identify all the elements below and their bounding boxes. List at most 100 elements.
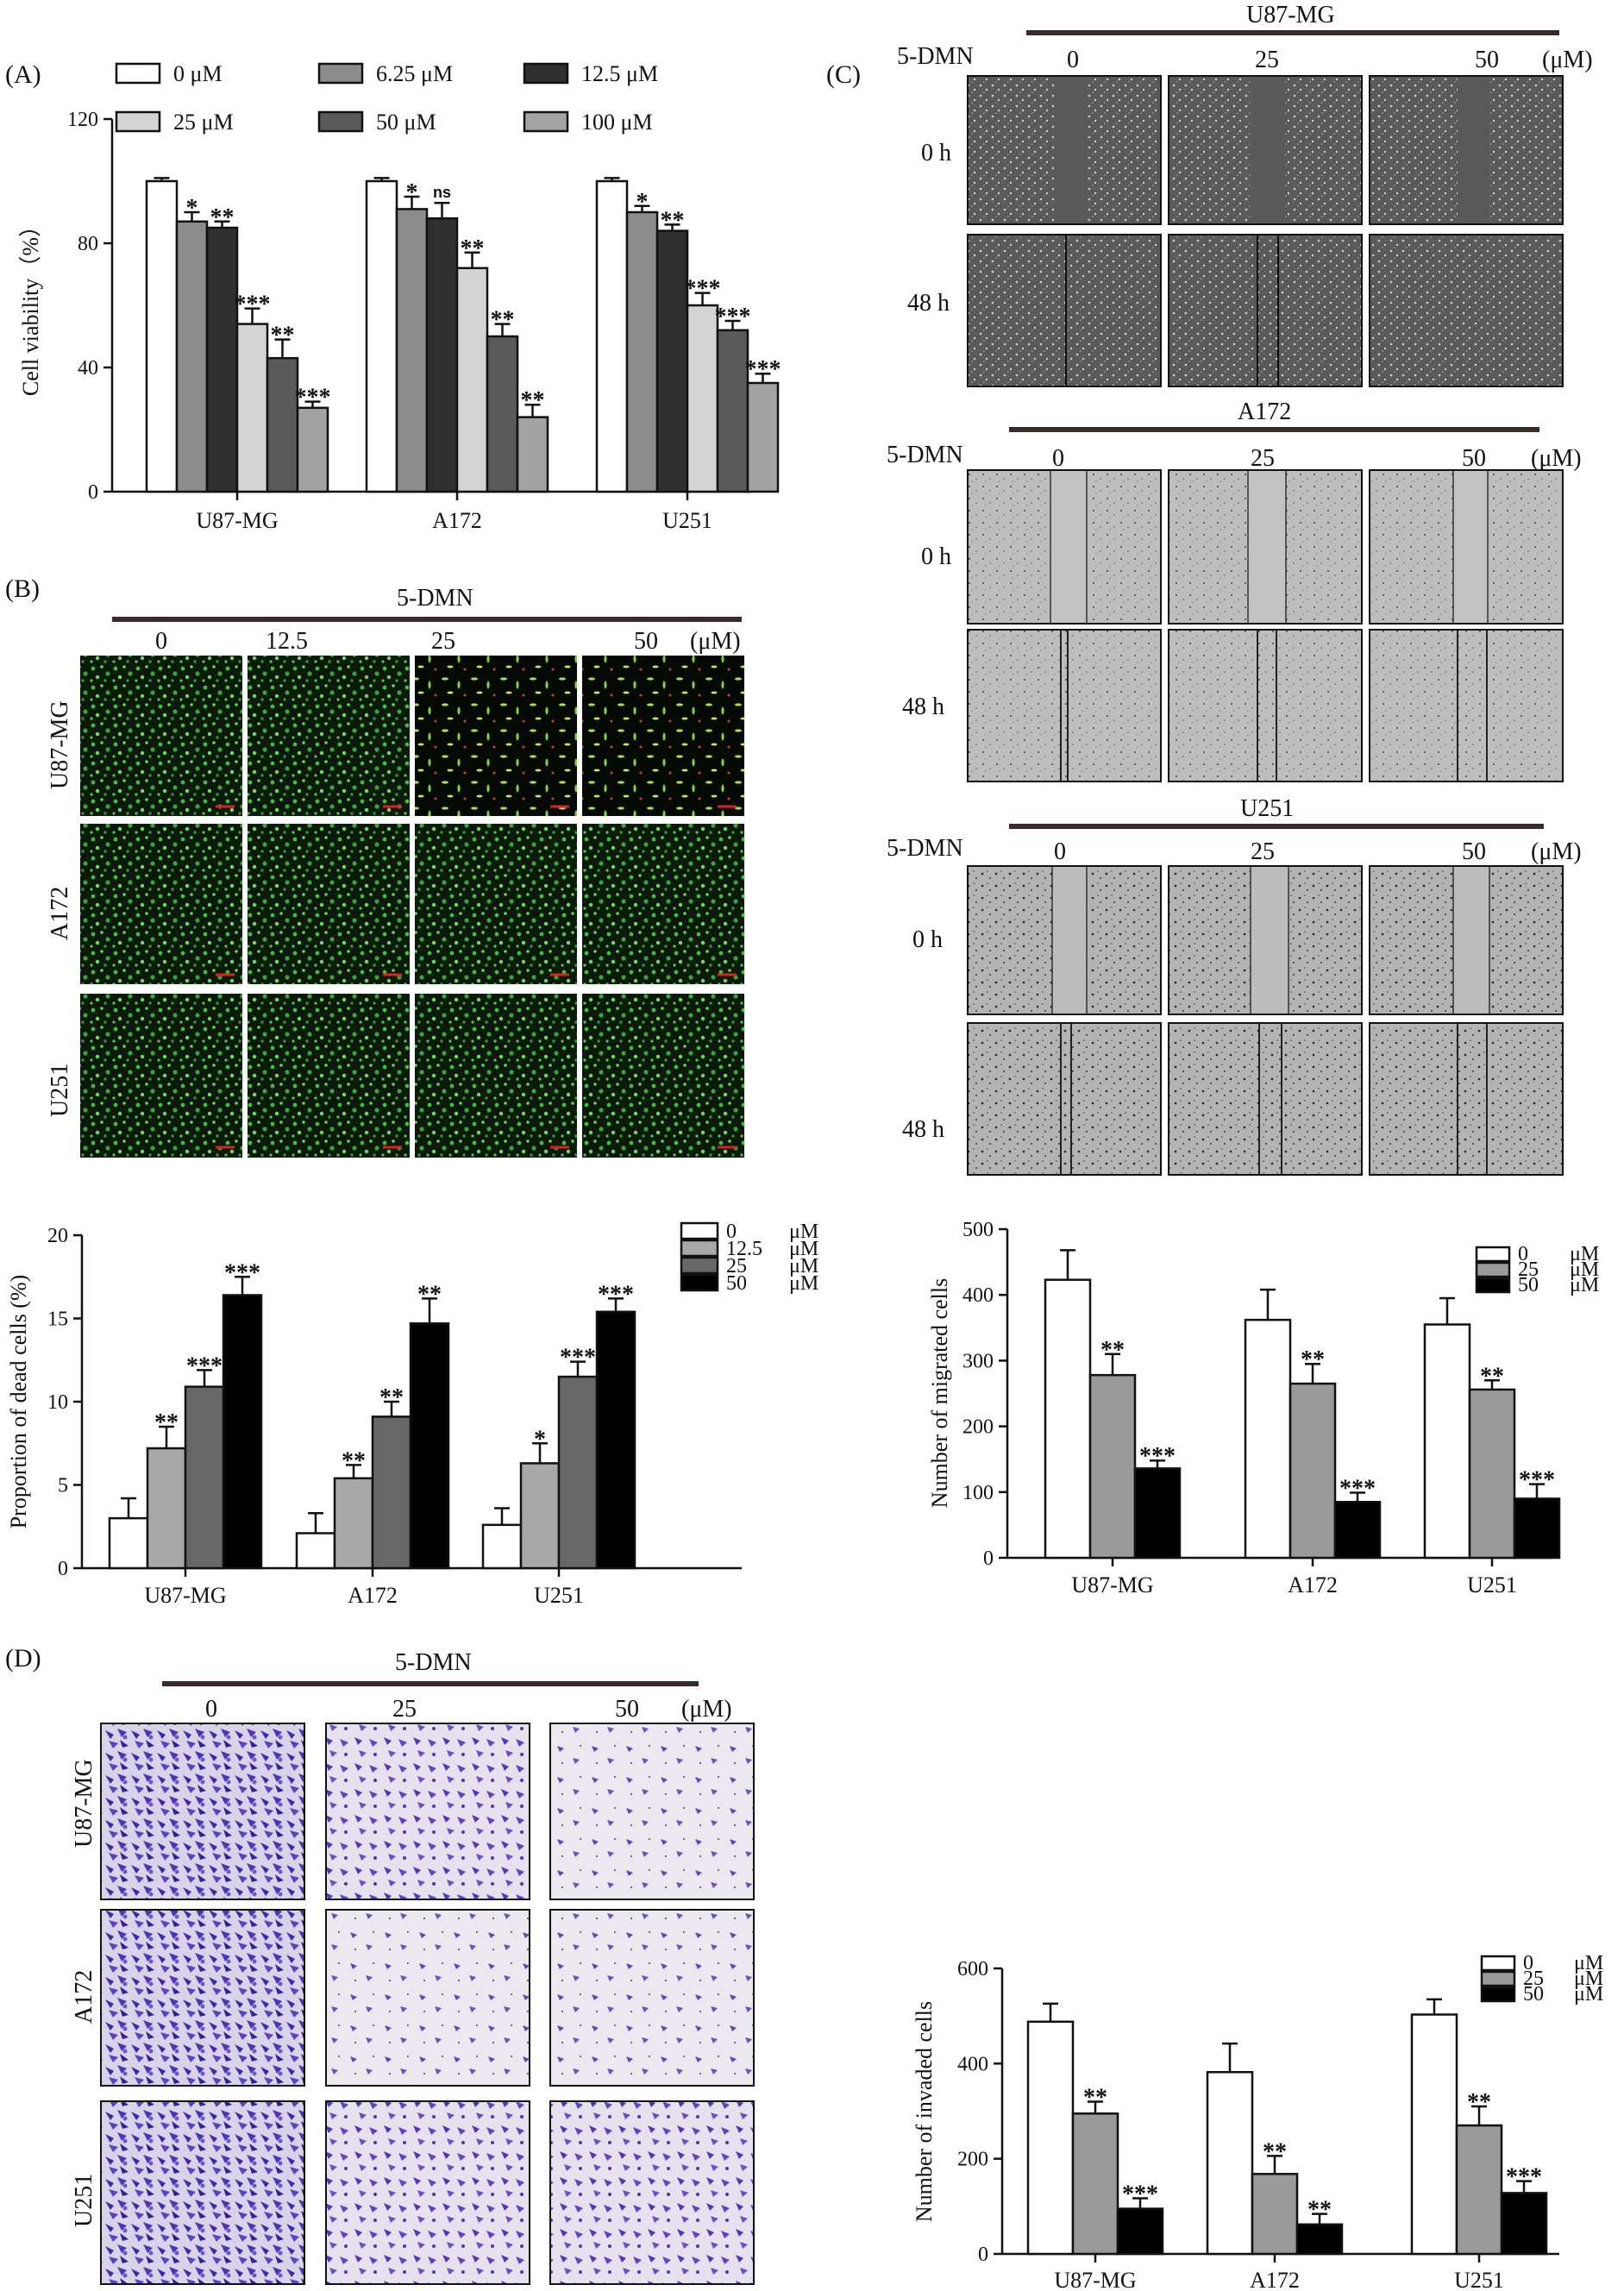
legend-swatch xyxy=(1480,1986,1516,2003)
legend-swatch xyxy=(680,1221,719,1240)
time-label: 48 h xyxy=(902,694,944,720)
legend-swatch xyxy=(523,110,569,133)
y-tick-label: 5 xyxy=(58,1475,68,1497)
unit-label: (μM) xyxy=(690,628,741,655)
legend-swatch xyxy=(1480,1970,1516,1987)
panel-label-c: (C) xyxy=(826,60,861,89)
x-tick-label: A172 xyxy=(1288,1572,1338,1597)
bar xyxy=(1244,1318,1292,1560)
bar xyxy=(266,356,299,493)
significance-marker: *** xyxy=(1122,2181,1158,2207)
bar xyxy=(1295,2223,1344,2256)
y-tick-label: 10 xyxy=(47,1391,68,1414)
legend-swatch xyxy=(1475,1277,1511,1294)
significance-marker: ** xyxy=(1307,2197,1332,2224)
significance-marker: *** xyxy=(235,292,271,318)
bar xyxy=(1251,2173,1299,2256)
bar xyxy=(557,1375,599,1570)
bar xyxy=(625,210,659,493)
y-tick-label: 200 xyxy=(957,2149,988,2171)
dose-label: 12.5 xyxy=(266,628,308,655)
bar xyxy=(371,1415,412,1570)
significance-marker: * xyxy=(186,195,198,222)
scratch-image xyxy=(967,629,1162,782)
transwell-image xyxy=(549,2100,755,2285)
dose-label: 25 xyxy=(1251,838,1275,865)
row-label: U87-MG xyxy=(47,700,73,789)
y-tick-label: 120 xyxy=(67,109,98,131)
legend-label: 25 μM xyxy=(173,110,234,135)
significance-marker: *** xyxy=(745,356,781,383)
row-label: A172 xyxy=(47,887,73,940)
legend-label: 12.5 μM xyxy=(581,61,658,86)
legend-swatch xyxy=(1480,1955,1516,1972)
bar xyxy=(1455,2124,1503,2256)
bar xyxy=(595,1310,636,1570)
legend-unit: μM xyxy=(789,1255,818,1277)
significance-marker: *** xyxy=(560,1345,596,1371)
fluorescence-image xyxy=(248,656,410,816)
significance-marker: ** xyxy=(271,323,295,349)
scratch-image xyxy=(1369,1022,1564,1176)
significance-marker: ** xyxy=(342,1447,366,1474)
bar xyxy=(205,226,239,493)
significance-marker: ** xyxy=(417,1281,442,1308)
treatment-label: 5-DMN xyxy=(887,442,963,468)
bar xyxy=(1116,2207,1164,2256)
significance-marker: ** xyxy=(1480,1363,1504,1390)
significance-marker: ** xyxy=(1100,1337,1125,1364)
scratch-image xyxy=(1168,234,1363,387)
fluorescence-image xyxy=(582,656,744,816)
legend-swatch xyxy=(523,62,569,85)
legend-label: 0 xyxy=(1523,1952,1533,1974)
significance-marker: ** xyxy=(154,1409,179,1436)
legend-label: 50 μM xyxy=(376,110,436,135)
bar xyxy=(716,329,749,493)
significance-marker: *** xyxy=(224,1259,260,1286)
group-label: U251 xyxy=(1240,795,1294,822)
unit-label: (μM) xyxy=(1531,838,1582,865)
x-tick-label: U87-MG xyxy=(1054,2268,1136,2291)
bar xyxy=(481,1523,523,1570)
bar xyxy=(1071,2112,1119,2256)
panel-label-a: (A) xyxy=(5,60,41,89)
significance-marker: *** xyxy=(598,1281,634,1308)
legend-unit: μM xyxy=(1574,1983,1603,2005)
dose-label: 50 xyxy=(615,1696,639,1723)
row-label: U251 xyxy=(47,1064,73,1117)
x-tick-label: U87-MG xyxy=(144,1583,226,1608)
y-tick-label: 400 xyxy=(957,2053,988,2075)
row-label: A172 xyxy=(71,1970,97,2024)
significance-marker: *** xyxy=(186,1353,223,1379)
bar xyxy=(1513,1497,1561,1560)
invaded-cells-chart: 0 200 400 600 Number of invaded cells U87-MG *… xyxy=(912,1952,1603,2291)
bar xyxy=(1088,1373,1137,1560)
significance-marker: ** xyxy=(1467,2089,1491,2116)
legend-swatch xyxy=(317,62,364,85)
y-tick-label: 600 xyxy=(957,1958,988,1980)
legend-swatch xyxy=(680,1273,719,1292)
legend-label: 25 xyxy=(726,1255,747,1277)
bar xyxy=(1333,1500,1382,1560)
panel-b-micrographs: 5-DMN 0 12.5 25 50 (μM) U87-MG A172 U251 xyxy=(47,585,744,1158)
legend-unit: μM xyxy=(1570,1243,1599,1265)
significance-marker: ** xyxy=(521,387,545,414)
y-tick-label: 400 xyxy=(962,1284,994,1307)
dose-label: 25 xyxy=(431,628,455,655)
bar xyxy=(655,229,689,493)
bar xyxy=(1133,1467,1182,1560)
significance-marker: ** xyxy=(461,235,485,262)
legend-swatch xyxy=(317,110,364,133)
scratch-image xyxy=(1168,629,1363,782)
scratch-image xyxy=(1168,1022,1363,1176)
significance-marker: ** xyxy=(379,1384,404,1411)
row-label: U251 xyxy=(71,2174,97,2227)
dose-label: 50 xyxy=(1462,445,1486,472)
legend-label: 25 xyxy=(1518,1258,1539,1281)
transwell-image xyxy=(100,1909,305,2087)
legend-label: 50 xyxy=(726,1272,747,1295)
dead-cells-chart: 0 5 10 15 20 Proportion of dead cells (%) U87-… xyxy=(6,1221,818,1608)
dose-label: 25 xyxy=(1255,47,1279,73)
legend-swatch xyxy=(1475,1246,1511,1263)
